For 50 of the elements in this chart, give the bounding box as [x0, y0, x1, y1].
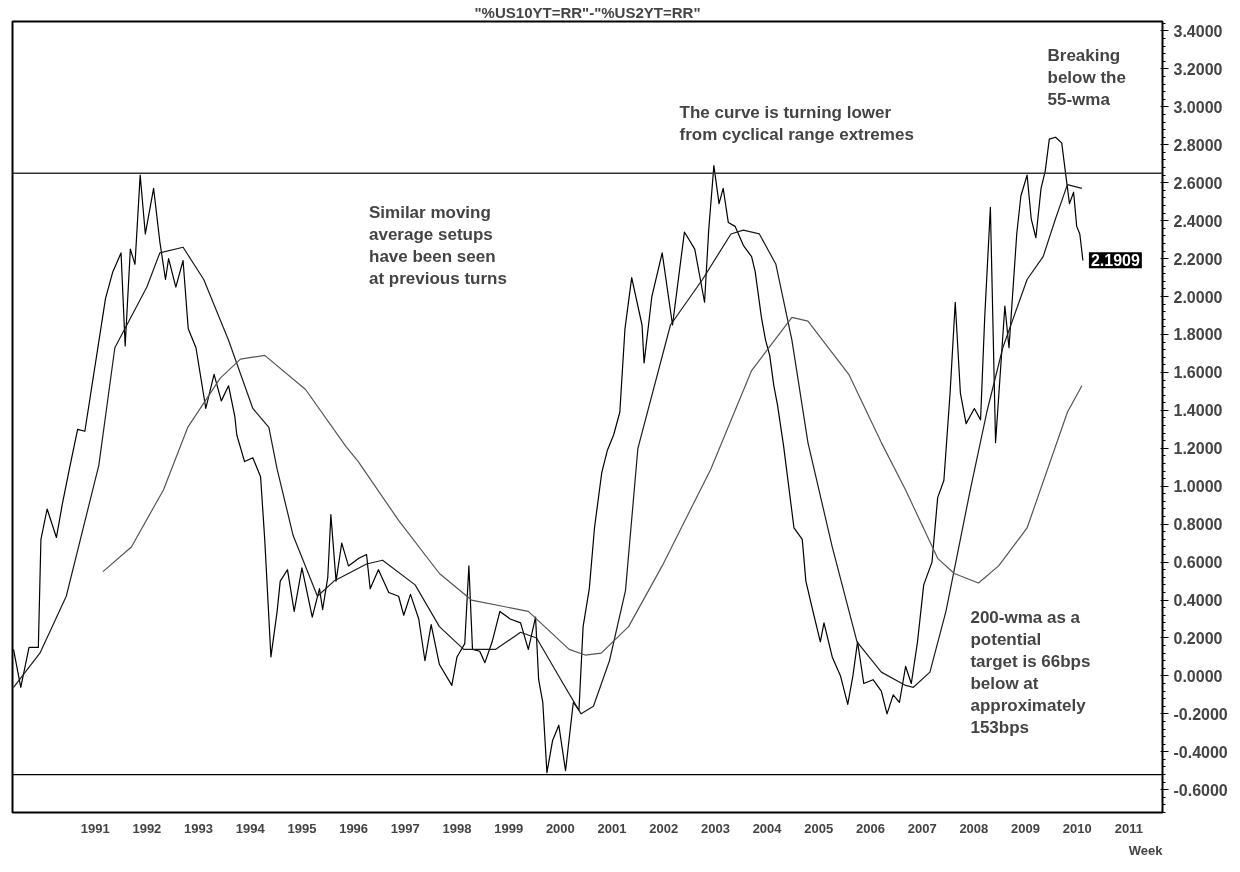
x-tick-label: 2005	[804, 820, 834, 836]
y-tick-label: 0.6000	[1173, 554, 1223, 572]
y-tick-label: -0.4000	[1173, 743, 1228, 761]
annotation: 2.1909	[1090, 252, 1140, 270]
x-tick-label: 2004	[752, 820, 783, 836]
annotation: 200-wma as a potential target is 66bps below at approximately 153bps	[970, 608, 1091, 737]
chart-title: "%US10YT=RR"-"%US2YT=RR"	[474, 3, 701, 21]
y-tick-label: 0.0000	[1173, 667, 1223, 685]
annotation: The curve is turning lower from cyclical range extremes	[679, 102, 914, 144]
line-series	[102, 316, 1083, 656]
x-tick-label: 2000	[545, 820, 575, 836]
y-tick-label: -0.2000	[1173, 705, 1228, 723]
x-tick-label: 1991	[80, 820, 110, 836]
y-tick-label: 1.0000	[1173, 478, 1223, 496]
x-axis-title: Week	[1128, 842, 1164, 858]
y-tick-label: 0.2000	[1173, 629, 1223, 647]
x-tick-label: 1997	[390, 820, 420, 836]
x-tick-label: 2009	[1011, 820, 1040, 836]
y-tick-label: 1.4000	[1173, 402, 1223, 420]
y-tick-label: 2.0000	[1173, 288, 1223, 306]
x-tick-label: 1996	[339, 820, 369, 836]
x-tick-label: 2007	[907, 820, 937, 836]
x-tick-label: 1992	[132, 820, 162, 836]
x-tick-label: 1995	[287, 820, 317, 836]
y-tick-label: 0.8000	[1173, 516, 1223, 534]
x-tick-label: 2008	[959, 820, 989, 836]
y-tick-label: 3.2000	[1173, 60, 1223, 78]
x-tick-label: 2002	[649, 820, 679, 836]
x-tick-label: 1993	[184, 820, 214, 836]
y-tick-label: 1.2000	[1173, 440, 1223, 458]
y-tick-label: 0.4000	[1173, 592, 1223, 610]
y-tick-label: 3.4000	[1173, 22, 1223, 40]
annotation: Similar moving average setups have been seen at previous turns	[369, 203, 507, 288]
x-tick-label: 1994	[235, 820, 266, 836]
x-tick-label: 2006	[856, 820, 885, 836]
annotation: Breaking below the 55-wma	[1047, 46, 1126, 109]
x-tick-label: 2003	[700, 820, 730, 836]
y-tick-label: 2.2000	[1173, 250, 1223, 268]
y-tick-label: -0.6000	[1173, 781, 1228, 799]
x-tick-label: 1999	[494, 820, 524, 836]
x-tick-label: 2010	[1062, 820, 1092, 836]
x-tick-label: 1998	[442, 820, 472, 836]
y-tick-label: 2.8000	[1173, 136, 1223, 154]
y-tick-label: 2.4000	[1173, 212, 1223, 230]
y-tick-label: 1.8000	[1173, 326, 1223, 344]
y-tick-label: 2.6000	[1173, 174, 1223, 192]
y-tick-label: 3.0000	[1173, 98, 1223, 116]
x-tick-label: 2001	[597, 820, 627, 836]
x-tick-label: 2011	[1114, 820, 1144, 836]
y-tick-label: 1.6000	[1173, 364, 1223, 382]
